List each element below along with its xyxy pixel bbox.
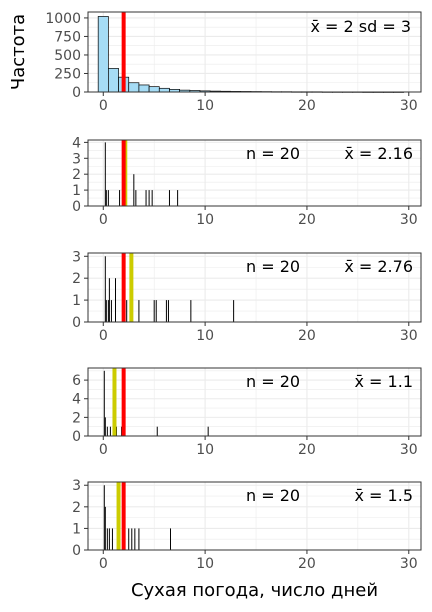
- panel-border: [87, 367, 422, 437]
- y-tick-label: 4: [72, 392, 81, 408]
- x-tick-label: 30: [400, 328, 418, 344]
- x-tick-label: 20: [298, 212, 316, 228]
- histogram-bar: [97, 16, 109, 93]
- y-axis-title: Частота: [8, 14, 29, 90]
- y-tick-label: 2: [72, 410, 81, 426]
- panel-border: [87, 481, 422, 551]
- y-tick-label: 0: [72, 429, 81, 445]
- y-tick-label: 1000: [45, 11, 81, 27]
- y-tick-label: 2: [72, 167, 81, 183]
- panel-1: 0 10 20 30 0 250 500 750 1000 x̄ = 2 sd = 3: [45, 11, 422, 114]
- y-tick-label: 0: [72, 85, 81, 101]
- x-tick-label: 20: [298, 328, 316, 344]
- histogram-bar: [148, 86, 160, 93]
- x-tick-label: 0: [99, 212, 108, 228]
- histogram-bar: [108, 68, 119, 93]
- x-tick-label: 0: [99, 98, 108, 114]
- y-tick-label: 2: [72, 500, 81, 516]
- sample-size-label: n = 20: [246, 486, 300, 505]
- y-tick-label: 0: [72, 543, 81, 559]
- y-tick-label: 1: [72, 521, 81, 537]
- y-tick-label: 2: [72, 271, 81, 287]
- y-tick-label: 500: [54, 48, 81, 64]
- panel-background: [88, 482, 421, 550]
- y-tick-label: 3: [72, 478, 81, 494]
- histogram-bar: [158, 87, 170, 93]
- panel-background: [88, 368, 421, 436]
- panel-4: 0 10 20 30 0 2 4 6 n = 20 x̄ = 1.1: [72, 367, 422, 458]
- y-tick-label: 750: [54, 29, 81, 45]
- sample-mean-label: x̄ = 1.1: [355, 372, 414, 391]
- sample-size-label: n = 20: [246, 372, 300, 391]
- x-tick-label: 30: [400, 212, 418, 228]
- y-tick-label: 0: [72, 315, 81, 331]
- panel-border: [87, 252, 422, 323]
- x-tick-label: 20: [298, 556, 316, 572]
- sample-mean-label: x̄ = 2.16: [344, 144, 413, 163]
- x-tick-label: 0: [99, 556, 108, 572]
- x-tick-label: 30: [400, 442, 418, 458]
- histogram-bar: [128, 82, 140, 93]
- x-tick-label: 10: [196, 556, 214, 572]
- y-tick-label: 1: [72, 293, 81, 309]
- x-tick-label: 30: [400, 98, 418, 114]
- y-tick-label: 4: [72, 135, 81, 151]
- x-tick-label: 20: [298, 98, 316, 114]
- annotation-mean-sd: x̄ = 2 sd = 3: [310, 17, 411, 36]
- sample-size-label: n = 20: [246, 257, 300, 276]
- x-tick-label: 10: [196, 98, 214, 114]
- x-tick-label: 0: [99, 328, 108, 344]
- panel-background: [88, 253, 421, 322]
- y-tick-label: 3: [72, 151, 81, 167]
- x-tick-label: 10: [196, 442, 214, 458]
- panel-background: [88, 12, 421, 92]
- x-tick-label: 10: [196, 212, 214, 228]
- sample-mean-label: x̄ = 2.76: [344, 257, 413, 276]
- sample-mean-label: x̄ = 1.5: [355, 486, 414, 505]
- x-tick-label: 0: [99, 442, 108, 458]
- y-tick-label: 0: [72, 199, 81, 215]
- panel-border: [87, 11, 422, 93]
- x-tick-label: 10: [196, 328, 214, 344]
- y-tick-label: 250: [54, 66, 81, 82]
- y-tick-label: 6: [72, 373, 81, 389]
- sample-size-label: n = 20: [246, 144, 300, 163]
- x-tick-label: 30: [400, 556, 418, 572]
- y-tick-label: 3: [72, 249, 81, 265]
- panel-background: [88, 140, 421, 206]
- panel-5: 0 10 20 30 0 1 2 3 n = 20 x̄ = 1.5: [72, 478, 422, 572]
- panel-3: 0 10 20 30 0 1 2 3 n = 20 x̄ = 2.76: [72, 249, 422, 344]
- panel-border: [87, 139, 422, 207]
- x-tick-label: 20: [298, 442, 316, 458]
- x-axis-title: Сухая погода, число дней: [131, 580, 378, 601]
- y-tick-label: 1: [72, 183, 81, 199]
- histogram-bar: [138, 84, 150, 93]
